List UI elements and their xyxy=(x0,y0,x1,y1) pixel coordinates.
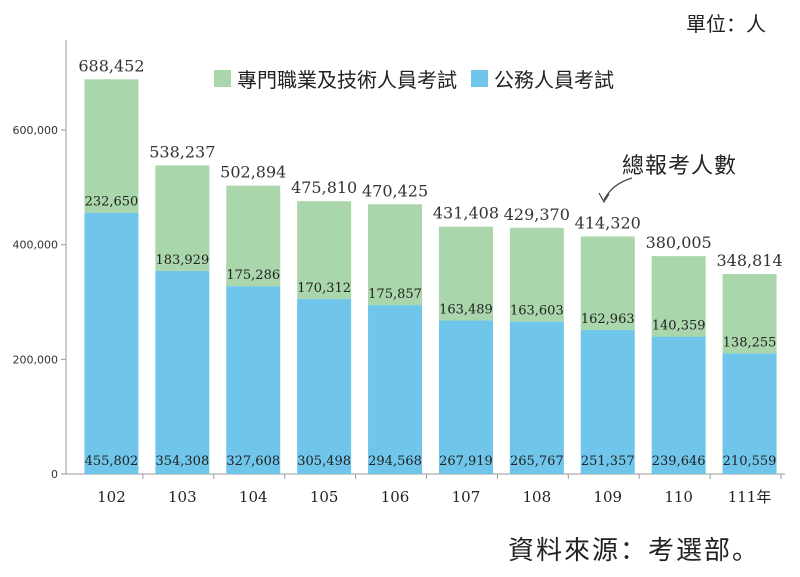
data-label-professional: 175,857 xyxy=(368,287,422,302)
bar-civil xyxy=(297,298,352,474)
bar-professional xyxy=(438,226,493,321)
legend-item-civil: 公務人員考試 xyxy=(471,64,614,93)
x-tick-label: 102 xyxy=(97,488,126,506)
legend-item-professional: 專門職業及技術人員考試 xyxy=(214,64,457,93)
legend-swatch-civil xyxy=(471,70,488,87)
data-label-civil: 267,919 xyxy=(439,454,493,469)
data-label-civil: 239,646 xyxy=(652,454,706,469)
y-tick-label: 400,000 xyxy=(13,239,59,252)
legend-swatch-professional xyxy=(214,70,231,87)
total-annotation: 總報考人數 xyxy=(622,154,738,179)
data-label-professional: 232,650 xyxy=(85,195,139,210)
bar-civil xyxy=(438,320,493,474)
data-label-civil: 327,608 xyxy=(226,454,280,469)
annotation-arrowhead xyxy=(598,192,610,204)
legend-label-professional: 專門職業及技術人員考試 xyxy=(237,68,457,92)
chart-legend: 專門職業及技術人員考試 公務人員考試 xyxy=(214,64,628,93)
y-tick-label: 600,000 xyxy=(13,124,59,137)
bar-professional xyxy=(297,201,352,299)
data-label-professional: 175,286 xyxy=(226,268,280,283)
bar-civil xyxy=(651,336,706,474)
bar-professional xyxy=(84,79,139,213)
data-label-professional: 138,255 xyxy=(723,335,777,350)
data-label-professional: 163,489 xyxy=(439,302,493,317)
x-tick-label: 104 xyxy=(239,488,268,506)
bar-civil xyxy=(226,286,281,474)
bar-civil xyxy=(580,329,635,474)
bar-civil xyxy=(155,270,210,474)
unit-label: 單位：人 xyxy=(686,12,766,36)
bar-civil xyxy=(84,212,139,474)
bar-professional xyxy=(155,165,210,271)
data-label-total: 414,320 xyxy=(575,213,641,232)
bar-professional xyxy=(580,236,635,330)
data-label-total: 475,810 xyxy=(291,178,357,197)
data-label-total: 470,425 xyxy=(362,181,428,200)
bar-professional xyxy=(509,227,564,322)
data-label-professional: 162,963 xyxy=(581,312,635,327)
data-label-total: 429,370 xyxy=(504,205,570,224)
data-label-civil: 210,559 xyxy=(723,454,777,469)
data-label-professional: 183,929 xyxy=(155,253,209,268)
data-label-civil: 354,308 xyxy=(155,454,209,469)
legend-label-civil: 公務人員考試 xyxy=(494,68,614,92)
x-tick-label: 103 xyxy=(168,488,197,506)
data-label-civil: 265,767 xyxy=(510,454,564,469)
data-label-civil: 305,498 xyxy=(297,454,351,469)
data-label-total: 380,005 xyxy=(646,233,712,252)
bar-civil xyxy=(368,305,423,474)
bar-professional xyxy=(368,204,423,306)
x-tick-label: 107 xyxy=(452,488,481,506)
data-label-professional: 163,603 xyxy=(510,304,564,319)
data-label-total: 688,452 xyxy=(78,56,144,75)
data-label-civil: 251,357 xyxy=(581,454,635,469)
x-tick-label: 105 xyxy=(310,488,339,506)
bar-professional xyxy=(651,256,706,337)
data-label-total: 538,237 xyxy=(149,142,215,161)
annotation-arrow xyxy=(603,177,633,201)
bar-civil xyxy=(722,353,777,474)
y-tick-label: 0 xyxy=(51,468,58,481)
data-label-civil: 294,568 xyxy=(368,454,422,469)
data-label-professional: 140,359 xyxy=(652,319,706,334)
x-tick-label: 108 xyxy=(523,488,552,506)
bar-professional xyxy=(722,274,777,354)
source-label: 資料來源：考選部。 xyxy=(507,536,760,566)
data-label-total: 502,894 xyxy=(220,163,286,182)
data-label-professional: 170,312 xyxy=(297,281,351,296)
x-tick-label: 106 xyxy=(381,488,410,506)
data-label-total: 431,408 xyxy=(433,204,499,223)
x-tick-label: 109 xyxy=(593,488,622,506)
y-tick-label: 200,000 xyxy=(13,353,59,366)
x-tick-label: 110 xyxy=(664,488,693,506)
x-tick-label: 111年 xyxy=(728,488,772,506)
bar-civil xyxy=(509,321,564,474)
bar-professional xyxy=(226,185,281,287)
data-label-total: 348,814 xyxy=(716,251,782,270)
data-label-civil: 455,802 xyxy=(85,454,139,469)
